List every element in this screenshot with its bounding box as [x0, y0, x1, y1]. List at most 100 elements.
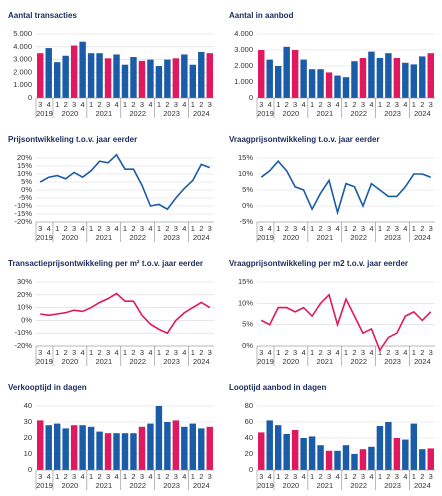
bar — [130, 433, 137, 470]
bar — [45, 425, 52, 470]
y-tick-label: 15% — [17, 161, 32, 170]
x-tick-label: 2 — [64, 348, 68, 357]
x-tick-label: 1 — [344, 472, 348, 481]
y-tick-label: 10 — [24, 449, 32, 458]
bar — [130, 57, 137, 98]
x-tick-label: 2 — [97, 224, 101, 233]
year-label: 2022 — [350, 481, 367, 490]
year-label: 2021 — [95, 357, 112, 366]
x-tick-label: 3 — [259, 348, 263, 357]
year-label: 2021 — [95, 233, 112, 242]
x-tick-label: 1 — [89, 100, 93, 109]
x-tick-label: 1 — [344, 100, 348, 109]
y-tick-label: 20 — [24, 433, 32, 442]
year-label: 2019 — [36, 233, 53, 242]
x-tick-label: 3 — [395, 472, 399, 481]
x-tick-label: 4 — [182, 224, 186, 233]
year-label: 2023 — [163, 109, 180, 118]
y-tick-label: 5% — [242, 320, 253, 329]
year-label: 2020 — [283, 233, 300, 242]
x-tick-label: 3 — [106, 348, 110, 357]
bar — [334, 75, 341, 98]
x-tick-label: 3 — [361, 100, 365, 109]
x-tick-label: 3 — [259, 224, 263, 233]
chart-title: Vraagprijsontwikkeling per m2 t.o.v. jaa… — [229, 259, 408, 268]
bar — [325, 72, 333, 98]
x-tick-label: 2 — [199, 224, 203, 233]
x-tick-label: 3 — [106, 472, 110, 481]
x-tick-label: 2 — [165, 348, 169, 357]
x-tick-label: 3 — [174, 100, 178, 109]
x-tick-label: 2 — [64, 472, 68, 481]
bar — [393, 58, 401, 98]
bar — [427, 448, 434, 470]
y-tick-label: 5% — [21, 177, 32, 186]
bar — [70, 45, 78, 98]
bar — [317, 445, 324, 470]
bar — [172, 58, 180, 98]
chart-title: Looptijd aanbod in dagen — [229, 383, 326, 392]
x-tick-label: 1 — [157, 348, 161, 357]
year-label: 2021 — [95, 109, 112, 118]
y-tick-label: 0% — [242, 201, 253, 210]
x-tick-label: 1 — [191, 348, 195, 357]
bar — [342, 445, 350, 470]
x-tick-label: 2 — [352, 472, 356, 481]
bar — [359, 449, 367, 470]
bar — [342, 77, 350, 98]
year-label: 2020 — [62, 357, 79, 366]
x-tick-label: 1 — [344, 224, 348, 233]
x-tick-label: 2 — [285, 224, 289, 233]
y-tick-label: 10% — [238, 169, 253, 178]
y-tick-label: 20% — [17, 290, 32, 299]
x-tick-label: 1 — [55, 224, 59, 233]
x-tick-label: 3 — [140, 224, 144, 233]
x-tick-label: 3 — [208, 224, 212, 233]
year-label: 2024 — [414, 357, 431, 366]
x-tick-label: 2 — [199, 472, 203, 481]
x-tick-label: 4 — [369, 348, 373, 357]
x-tick-label: 1 — [191, 472, 195, 481]
bar — [198, 51, 205, 98]
x-tick-label: 2 — [318, 472, 322, 481]
x-tick-label: 4 — [335, 472, 339, 481]
year-label: 2024 — [193, 109, 210, 118]
bar — [291, 50, 299, 98]
chart-title: Vraagprijsontwikkeling t.o.v. jaar eerde… — [229, 135, 380, 144]
year-label: 2019 — [36, 357, 53, 366]
year-label: 2019 — [257, 357, 274, 366]
x-tick-label: 3 — [361, 224, 365, 233]
y-tick-label: 20 — [245, 449, 253, 458]
x-tick-label: 2 — [64, 100, 68, 109]
x-tick-label: 3 — [429, 348, 433, 357]
x-tick-label: 1 — [276, 348, 280, 357]
bar — [147, 59, 154, 98]
x-tick-label: 4 — [302, 224, 306, 233]
x-tick-label: 3 — [174, 348, 178, 357]
x-tick-label: 1 — [276, 224, 280, 233]
x-tick-label: 1 — [123, 224, 127, 233]
x-tick-label: 4 — [369, 472, 373, 481]
year-label: 2023 — [384, 233, 401, 242]
x-tick-label: 3 — [429, 472, 433, 481]
y-tick-label: 0 — [28, 465, 32, 474]
x-tick-label: 3 — [140, 472, 144, 481]
bar — [62, 55, 69, 98]
year-label: 2019 — [257, 109, 274, 118]
bar — [351, 61, 358, 98]
x-tick-label: 3 — [38, 100, 42, 109]
bar — [62, 428, 69, 470]
x-tick-label: 3 — [106, 100, 110, 109]
bar — [385, 53, 392, 98]
line-series — [260, 293, 432, 352]
x-tick-label: 2 — [64, 224, 68, 233]
year-label: 2020 — [283, 481, 300, 490]
bar — [410, 64, 418, 98]
bar — [283, 46, 290, 98]
x-tick-label: 4 — [268, 472, 272, 481]
bar — [274, 425, 282, 470]
bar — [96, 431, 103, 470]
y-tick-label: 4.000 — [234, 29, 253, 38]
y-tick-label: 0 — [249, 93, 253, 102]
line-series — [40, 292, 211, 335]
